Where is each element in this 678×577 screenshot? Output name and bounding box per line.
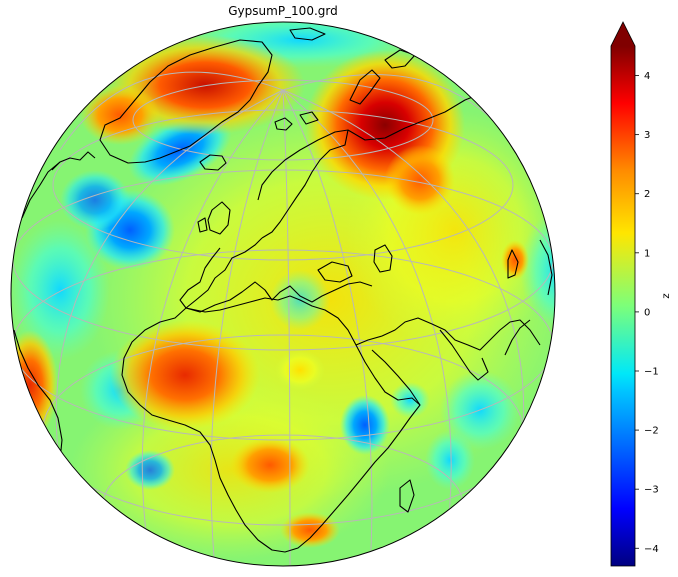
- colorbar-tick-label: 2: [644, 189, 650, 200]
- colorbar-label: z: [661, 293, 672, 298]
- colorbar-tick-label: −1: [644, 367, 659, 378]
- coastlines: [13, 27, 553, 553]
- map-title: GypsumP_100.grd: [228, 4, 337, 18]
- colorbar-tick-label: −4: [644, 544, 659, 555]
- colorbar-tick-label: −2: [644, 426, 659, 437]
- globe-outline: [10, 21, 556, 567]
- colorbar-frame: [610, 21, 636, 567]
- colorbar-tick-label: 0: [644, 307, 650, 318]
- colorbar: −4 −3 −2 −1 0 1 2 3 4 z: [610, 21, 672, 567]
- colorbar-ticks: −4 −3 −2 −1 0 1 2 3 4: [635, 71, 659, 555]
- colorbar-tick-label: −3: [644, 485, 659, 496]
- colorbar-extend-arrow: [611, 22, 635, 46]
- colorbar-tick-label: 1: [644, 248, 650, 259]
- colorbar-gradient: [611, 46, 635, 566]
- colorbar-tick-label: 4: [644, 71, 650, 82]
- colorbar-tick-label: 3: [644, 130, 650, 141]
